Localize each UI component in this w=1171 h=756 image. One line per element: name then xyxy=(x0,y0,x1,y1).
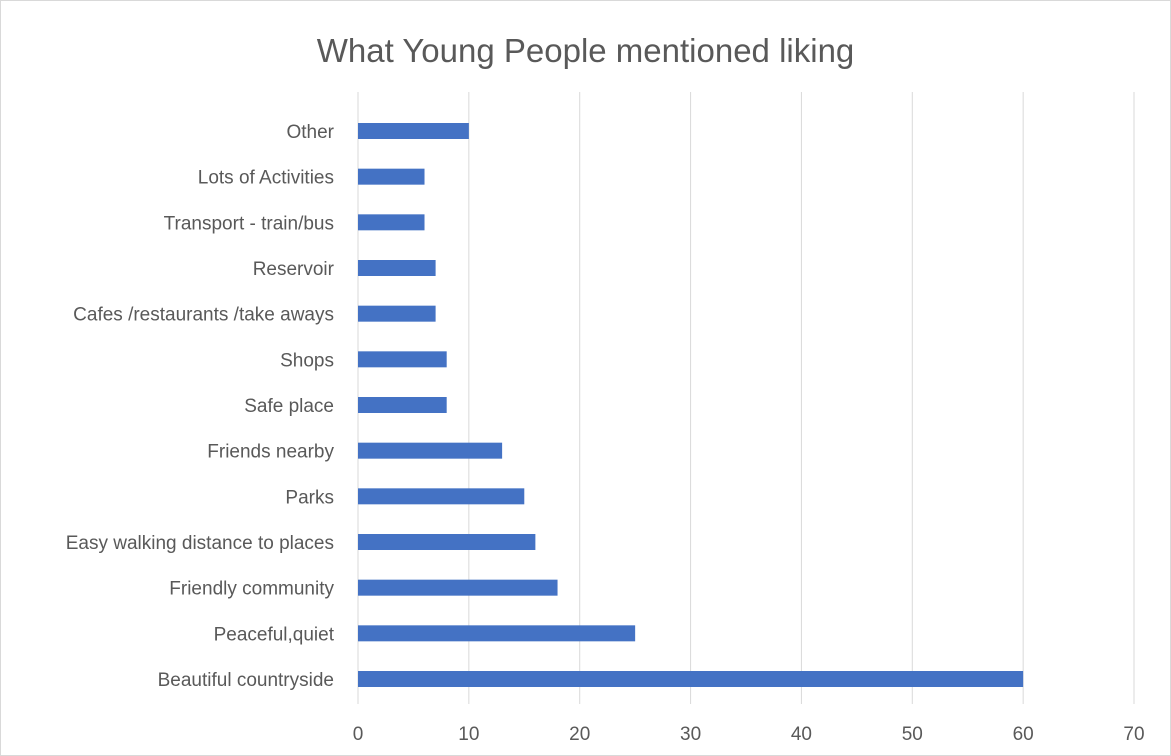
bar xyxy=(358,168,425,185)
category-label: Safe place xyxy=(244,396,334,417)
category-label: Parks xyxy=(285,487,334,508)
x-tick-labels: 0 10 20 30 40 50 60 70 xyxy=(353,724,1145,745)
bar xyxy=(358,488,525,505)
bar xyxy=(358,534,536,550)
bars xyxy=(358,123,1024,687)
bar xyxy=(358,671,1024,687)
category-label: Friendly community xyxy=(169,579,334,600)
x-tick-label: 10 xyxy=(458,724,479,745)
category-label: Lots of Activities xyxy=(198,168,334,189)
x-tick-label: 60 xyxy=(1013,724,1034,745)
category-label: Reservoir xyxy=(253,259,335,280)
category-label: Transport - train/bus xyxy=(164,213,334,234)
bar xyxy=(358,123,469,139)
category-label: Beautiful countryside xyxy=(158,670,334,691)
bar xyxy=(358,579,558,596)
category-label: Friends nearby xyxy=(207,442,334,463)
bar xyxy=(358,305,436,322)
chart-title: What Young People mentioned liking xyxy=(316,32,855,69)
category-labels: Beautiful countryside Peaceful,quiet Frien… xyxy=(66,122,335,691)
bar xyxy=(358,397,447,413)
bar xyxy=(358,351,447,368)
category-label: Other xyxy=(286,122,334,143)
bar xyxy=(358,214,425,231)
x-tick-label: 40 xyxy=(791,724,812,745)
category-label: Shops xyxy=(280,350,334,371)
category-label: Easy walking distance to places xyxy=(66,533,334,554)
bar xyxy=(358,625,636,642)
bar xyxy=(358,442,503,459)
gridlines xyxy=(357,92,1135,704)
x-tick-label: 30 xyxy=(680,724,701,745)
bar xyxy=(358,260,436,276)
category-label: Peaceful,quiet xyxy=(214,624,335,645)
x-tick-label: 70 xyxy=(1123,724,1144,745)
x-tick-label: 50 xyxy=(902,724,923,745)
x-tick-label: 20 xyxy=(569,724,590,745)
x-tick-label: 0 xyxy=(353,724,364,745)
category-label: Cafes /restaurants /take aways xyxy=(73,305,334,326)
